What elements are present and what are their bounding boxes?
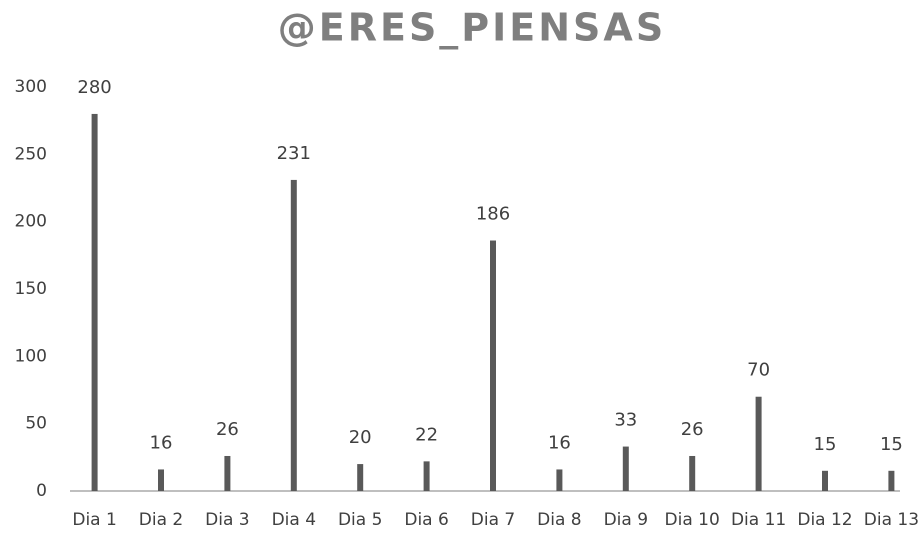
x-tick-label: Dia 13 (864, 510, 919, 530)
data-label: 33 (614, 410, 637, 431)
data-label: 20 (349, 427, 372, 448)
x-tick-label: Dia 9 (604, 510, 648, 530)
x-tick-label: Dia 7 (471, 510, 515, 530)
x-tick-label: Dia 4 (272, 510, 316, 530)
x-tick-label: Dia 1 (72, 510, 116, 530)
bar (689, 455, 696, 491)
data-label: 15 (880, 434, 903, 455)
x-tick-label: Dia 8 (537, 510, 581, 530)
bar (622, 446, 629, 491)
x-tick-label: Dia 6 (404, 510, 448, 530)
data-label: 16 (150, 432, 173, 453)
data-label: 22 (415, 424, 438, 445)
y-tick-label: 100 (15, 346, 47, 366)
data-label: 186 (476, 204, 510, 225)
bar (290, 179, 297, 492)
bar (556, 469, 563, 491)
y-tick-label: 300 (15, 77, 47, 97)
bar (888, 470, 895, 491)
data-label: 26 (681, 419, 704, 440)
y-tick-label: 50 (25, 414, 47, 434)
x-tick-label: Dia 11 (731, 510, 786, 530)
bar (224, 455, 231, 491)
data-label: 70 (747, 360, 770, 381)
y-tick-label: 250 (15, 144, 47, 164)
x-tick-label: Dia 5 (338, 510, 382, 530)
data-label: 231 (277, 143, 311, 164)
bar (423, 461, 430, 491)
y-tick-label: 0 (36, 481, 47, 501)
bar (755, 396, 762, 491)
data-label: 15 (814, 434, 837, 455)
bar (91, 113, 98, 491)
y-tick-label: 200 (15, 212, 47, 232)
data-label: 16 (548, 432, 571, 453)
x-tick-label: Dia 10 (665, 510, 720, 530)
data-label: 26 (216, 419, 239, 440)
y-tick-label: 150 (15, 279, 47, 299)
bar (490, 240, 496, 491)
bar (158, 469, 164, 491)
data-label: 280 (77, 77, 111, 98)
chart-title: @ERES_PIENSAS (278, 6, 666, 50)
x-tick-label: Dia 12 (797, 510, 852, 530)
bar (357, 464, 364, 491)
x-tick-label: Dia 2 (139, 510, 183, 530)
x-tick-label: Dia 3 (205, 510, 249, 530)
bar (822, 470, 828, 491)
